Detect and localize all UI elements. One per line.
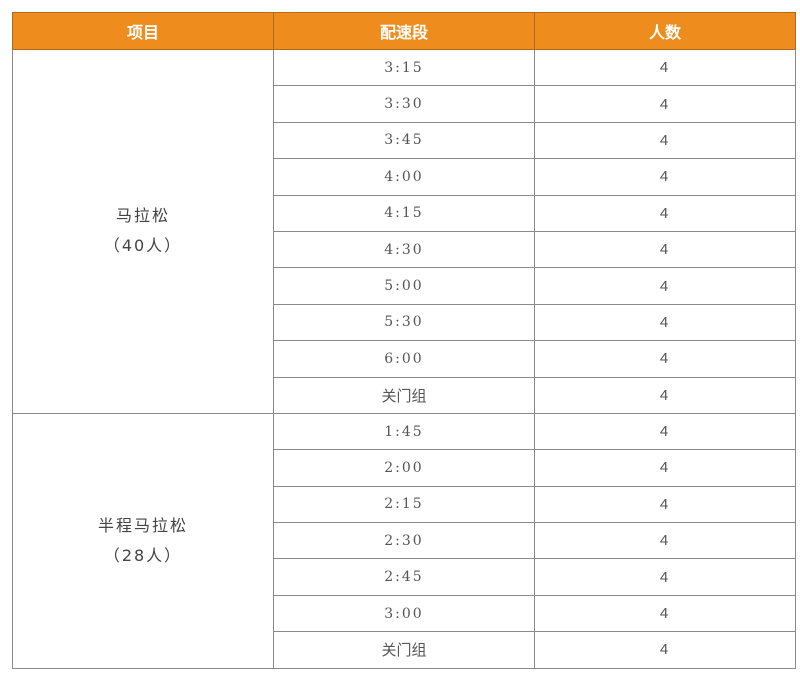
count-cell: 4 [534,85,796,123]
pacer-table: 项目 配速段 人数 马拉松 （40人） 3:15 4 3:30 4 3:45 4 4:00 4 4:… [12,12,796,669]
table-row: 半程马拉松 （28人） 1:45 4 [12,412,796,669]
pace-cell: 4:00 [273,158,535,196]
pace-cell: 6:00 [273,340,535,378]
table-row: 6:00 4 [13,340,796,378]
pace-cell: 2:30 [273,522,535,560]
pace-cell: 4:15 [273,194,535,232]
item-name: 半程马拉松 [97,515,188,535]
count-cell: 4 [534,558,796,596]
pace-cell: 2:00 [273,449,535,487]
header-item: 项目 [12,12,274,50]
item-participant-count: （40人） [103,236,183,256]
pace-cell: 4:30 [273,230,535,269]
table-row: 2:30 4 [13,522,796,560]
table-row: 2:45 4 [13,558,796,596]
table-row: 关门组 4 [13,376,796,414]
count-cell: 4 [534,303,796,342]
item-name: 马拉松 [115,206,170,226]
item-participant-count: （28人） [103,545,183,565]
table-row: 2:00 4 [13,449,796,487]
table-row: 4:30 4 [13,230,796,269]
table-row: 5:30 4 [13,303,796,342]
header-row: 项目 配速段 人数 [12,12,796,50]
pace-cell: 3:30 [273,85,535,123]
count-cell: 4 [534,158,796,196]
pace-cell: 3:00 [273,594,535,633]
pace-cell: 3:45 [273,121,535,160]
table-row: 3:00 4 [13,594,796,633]
count-cell: 4 [534,194,796,232]
count-cell: 4 [534,376,796,414]
count-cell: 4 [534,449,796,487]
pace-cell: 5:30 [273,303,535,342]
pace-cell: 关门组 [273,376,535,414]
table-row: 关门组 4 [13,631,796,669]
count-cell: 4 [534,412,796,451]
count-cell: 4 [534,121,796,160]
count-cell: 4 [534,631,796,669]
table-row: 4:00 4 [13,158,796,196]
count-cell: 4 [534,48,796,87]
count-cell: 4 [534,230,796,269]
header-pace: 配速段 [273,12,535,50]
count-cell: 4 [534,340,796,378]
count-cell: 4 [534,522,796,560]
pace-cell: 1:45 [273,412,535,451]
count-cell: 4 [534,594,796,633]
pace-cell: 5:00 [273,267,535,305]
table-row: 马拉松 （40人） 3:15 4 [12,48,796,414]
count-cell: 4 [534,267,796,305]
header-count: 人数 [534,12,796,50]
table-row: 3:30 4 [13,85,796,123]
pace-cell: 2:45 [273,558,535,596]
item-cell: 马拉松 （40人） [12,49,274,414]
pace-cell: 2:15 [273,485,535,524]
pace-cell: 关门组 [273,631,535,669]
pace-cell: 3:15 [273,48,535,87]
table-row: 2:15 4 [13,485,796,524]
item-cell: 半程马拉松 （28人） [12,412,274,669]
count-cell: 4 [534,485,796,524]
